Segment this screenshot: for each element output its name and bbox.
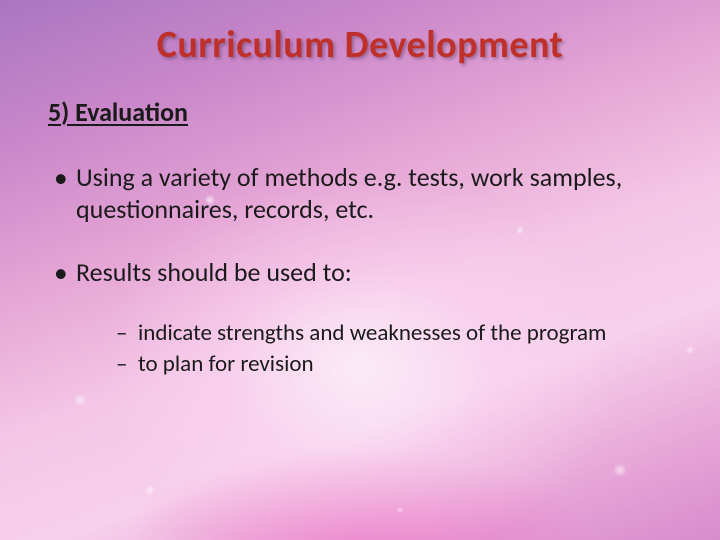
sub-bullet-text: to plan for revision (138, 350, 314, 378)
slide: Curriculum Development 5) Evaluation Usi… (0, 0, 720, 540)
sub-bullet-item: to plan for revision (76, 350, 672, 379)
slide-subtitle: 5) Evaluation (48, 96, 672, 128)
sub-bullet-text: indicate strengths and weaknesses of the… (138, 319, 606, 347)
sub-bullet-item: indicate strengths and weaknesses of the… (76, 319, 672, 348)
bullet-list: Using a variety of methods e.g. tests, w… (48, 162, 672, 379)
bullet-text: Results should be used to: (76, 256, 352, 288)
bullet-item: Results should be used to: indicate stre… (48, 257, 672, 378)
bullet-text: Using a variety of methods e.g. tests, w… (76, 161, 622, 225)
bullet-item: Using a variety of methods e.g. tests, w… (48, 162, 672, 225)
slide-title: Curriculum Development (48, 22, 672, 68)
sub-bullet-list: indicate strengths and weaknesses of the… (76, 319, 672, 379)
